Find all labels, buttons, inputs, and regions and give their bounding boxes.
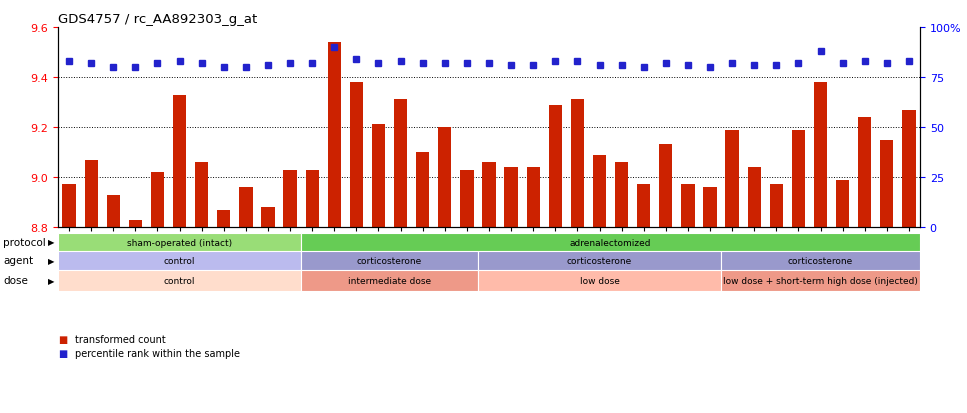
Text: corticosterone: corticosterone: [357, 256, 423, 266]
Bar: [721, 252, 920, 271]
Bar: [218, 210, 230, 228]
Bar: [682, 185, 694, 228]
Bar: [372, 125, 385, 228]
Bar: [593, 155, 606, 228]
Text: intermediate dose: intermediate dose: [348, 276, 431, 285]
Text: adrenalectomized: adrenalectomized: [570, 238, 652, 247]
Bar: [527, 168, 540, 228]
Bar: [747, 168, 761, 228]
Bar: [505, 168, 517, 228]
Bar: [548, 105, 562, 228]
Bar: [703, 188, 717, 228]
Text: percentile rank within the sample: percentile rank within the sample: [75, 348, 241, 358]
Bar: [478, 271, 721, 291]
Bar: [814, 83, 827, 228]
Bar: [902, 110, 916, 228]
Bar: [328, 43, 341, 228]
Bar: [637, 185, 651, 228]
Bar: [770, 185, 783, 228]
Bar: [858, 118, 871, 228]
Text: control: control: [163, 276, 195, 285]
Text: corticosterone: corticosterone: [567, 256, 632, 266]
Bar: [836, 180, 849, 228]
Bar: [261, 207, 275, 228]
Bar: [129, 220, 142, 228]
Text: ▶: ▶: [48, 238, 54, 247]
Text: ■: ■: [58, 348, 68, 358]
Bar: [460, 170, 474, 228]
Bar: [58, 252, 301, 271]
Bar: [416, 153, 429, 228]
Bar: [350, 83, 363, 228]
Bar: [615, 163, 629, 228]
Bar: [792, 130, 806, 228]
Bar: [394, 100, 407, 228]
Bar: [478, 252, 721, 271]
Text: low dose: low dose: [579, 276, 620, 285]
Bar: [63, 185, 75, 228]
Bar: [239, 188, 252, 228]
Text: sham-operated (intact): sham-operated (intact): [127, 238, 232, 247]
Bar: [283, 170, 297, 228]
Bar: [195, 163, 208, 228]
Text: ▶: ▶: [48, 256, 54, 266]
Text: dose: dose: [3, 276, 28, 286]
Bar: [301, 271, 478, 291]
Text: ▶: ▶: [48, 276, 54, 285]
Bar: [151, 173, 164, 228]
Bar: [880, 140, 894, 228]
Bar: [301, 252, 478, 271]
Bar: [438, 128, 452, 228]
Bar: [58, 271, 301, 291]
Bar: [106, 195, 120, 228]
Text: corticosterone: corticosterone: [788, 256, 853, 266]
Text: GDS4757 / rc_AA892303_g_at: GDS4757 / rc_AA892303_g_at: [58, 13, 257, 26]
Bar: [721, 271, 920, 291]
Bar: [306, 170, 319, 228]
Text: protocol: protocol: [3, 237, 45, 247]
Bar: [301, 233, 920, 252]
Text: control: control: [163, 256, 195, 266]
Bar: [571, 100, 584, 228]
Text: low dose + short-term high dose (injected): low dose + short-term high dose (injecte…: [723, 276, 918, 285]
Bar: [483, 163, 496, 228]
Bar: [58, 233, 301, 252]
Text: ■: ■: [58, 334, 68, 344]
Text: agent: agent: [3, 256, 33, 266]
Bar: [84, 160, 98, 228]
Bar: [173, 95, 187, 228]
Text: transformed count: transformed count: [75, 334, 166, 344]
Bar: [659, 145, 672, 228]
Bar: [725, 130, 739, 228]
